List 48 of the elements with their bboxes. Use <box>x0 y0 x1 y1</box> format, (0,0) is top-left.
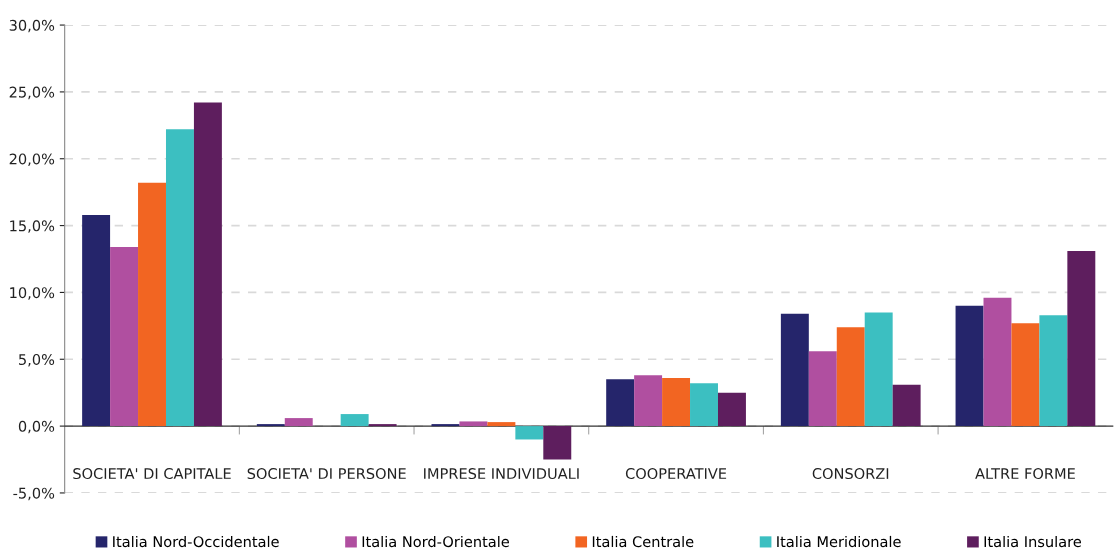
bar <box>256 424 285 427</box>
bar <box>340 414 369 427</box>
bar <box>138 182 166 427</box>
bar <box>368 424 397 427</box>
bar <box>82 214 111 427</box>
bar <box>459 421 488 427</box>
y-tick-label: 20,0% <box>9 153 55 166</box>
y-tick-label: 10,0% <box>10 287 55 300</box>
x-tick-label: IMPRESE INDIVIDUALI <box>424 468 579 480</box>
y-tick-label: 5,0% <box>19 353 55 367</box>
y-tick-label: 0,0% <box>18 420 55 434</box>
legend-label: Italia Centrale <box>592 535 694 548</box>
bar <box>515 426 544 440</box>
legend-label: Italia Nord-Orientale <box>362 535 509 548</box>
bar <box>864 312 893 427</box>
bar <box>284 418 313 427</box>
bar <box>1067 250 1096 427</box>
bar <box>983 297 1012 427</box>
bar <box>487 422 516 427</box>
bar <box>808 351 837 427</box>
x-tick-label: ALTRE FORME <box>975 468 1075 480</box>
x-tick-label: CONSORZI <box>812 468 889 480</box>
bar <box>690 383 718 427</box>
y-tick-label: 15,0% <box>10 220 55 233</box>
x-tick-label: SOCIETA' DI PERSONE <box>247 468 406 480</box>
bar <box>543 426 572 460</box>
x-tick-label: SOCIETA' DI CAPITALE <box>73 468 231 480</box>
y-tick-label: 25,0% <box>9 86 55 100</box>
bar <box>662 377 691 427</box>
bar <box>1039 315 1068 427</box>
bar <box>955 305 984 427</box>
legend-label: Italia Meridionale <box>777 535 901 548</box>
bar <box>606 379 635 427</box>
y-tick-label: -5,0% <box>13 487 55 501</box>
bar <box>892 384 921 427</box>
bar <box>780 313 809 427</box>
bar <box>431 424 460 427</box>
bar <box>634 375 663 427</box>
bar <box>717 392 746 427</box>
legend-label: Italia Insulare <box>984 535 1081 548</box>
bar <box>193 102 222 427</box>
bar <box>165 129 194 427</box>
y-tick-label: 30,0% <box>9 19 55 33</box>
x-tick-label: COOPERATIVE <box>625 468 727 480</box>
bar <box>836 327 865 427</box>
bar <box>1011 323 1040 427</box>
legend-label: Italia Nord-Occidentale <box>113 535 279 548</box>
bar <box>110 246 139 427</box>
